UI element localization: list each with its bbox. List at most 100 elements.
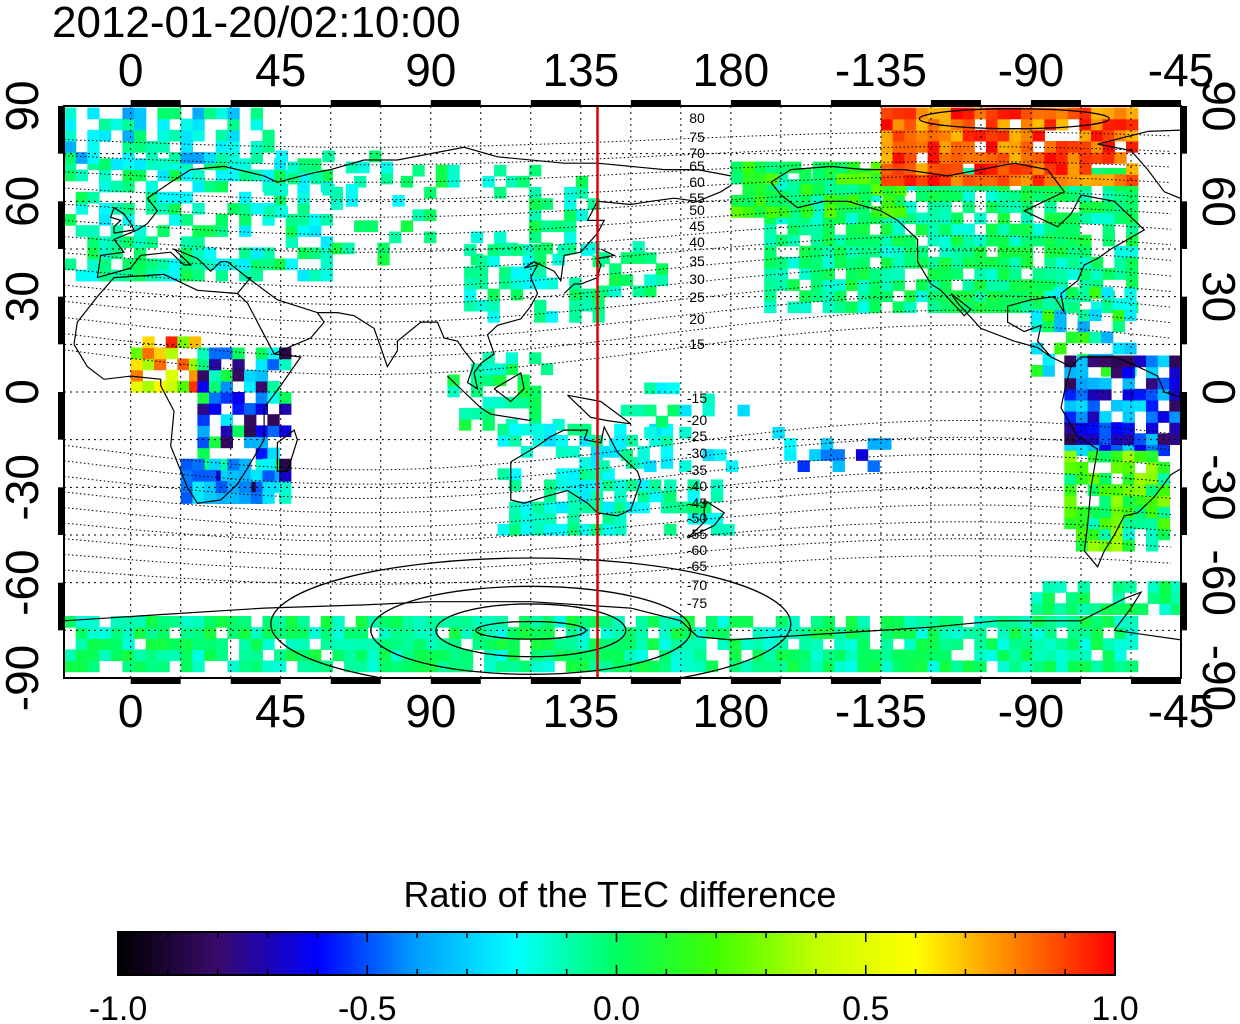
frame-tick [630, 100, 681, 106]
tec-cell [1021, 256, 1034, 269]
lon-tick-bottom: -45 [1148, 685, 1214, 737]
tec-cell [1032, 638, 1045, 650]
tec-cell [1054, 603, 1067, 615]
tec-cell [250, 169, 263, 182]
tec-cell [799, 627, 812, 639]
tec-cell [145, 258, 158, 271]
tec-cell [509, 512, 522, 525]
tec-cell [687, 490, 700, 503]
tec-cell [435, 164, 449, 177]
tec-cell [974, 649, 987, 662]
tec-cell [612, 627, 625, 639]
tec-cell [157, 129, 170, 142]
tec-cell [520, 512, 534, 525]
tec-cell [1021, 301, 1034, 314]
tec-cell [1122, 517, 1135, 530]
tec-cell [145, 627, 158, 639]
tec-cell [529, 352, 542, 364]
tec-cell [122, 118, 135, 131]
contour-label: 45 [689, 218, 705, 234]
tec-cell [1066, 287, 1079, 299]
tec-cell [705, 627, 719, 639]
tec-cell [997, 301, 1010, 314]
tec-cell [660, 423, 674, 436]
tec-cell [647, 638, 660, 650]
tec-cell [939, 256, 952, 269]
tec-cell [564, 187, 577, 199]
tec-cell [810, 212, 824, 225]
tec-cell [414, 627, 427, 639]
tec-cell [845, 245, 859, 258]
tec-cell [927, 212, 940, 225]
tec-cell [1021, 107, 1034, 120]
tec-cell [425, 638, 439, 650]
tec-cell [589, 638, 602, 650]
tec-cell [1181, 356, 1193, 368]
tec-cell [1146, 484, 1159, 496]
tec-cell [670, 616, 684, 628]
tec-cell [215, 107, 228, 120]
tec-cell [1102, 223, 1115, 236]
tec-cell [1067, 212, 1080, 225]
tec-cell [612, 638, 625, 650]
tec-cell [1076, 411, 1089, 423]
tec-cell [939, 163, 952, 175]
frame-tick [1181, 296, 1187, 345]
tec-cell [1091, 212, 1104, 225]
tec-cell [279, 458, 292, 471]
tec-cell [1157, 484, 1170, 496]
coastline [317, 184, 732, 391]
tec-cell [799, 268, 812, 280]
tec-cell [962, 174, 975, 186]
tec-cell [1021, 616, 1034, 628]
tec-cell [239, 202, 252, 215]
tec-cell [355, 638, 369, 650]
tec-cell [1122, 495, 1135, 507]
tec-cell [1102, 301, 1115, 314]
lon-tick-bottom: 90 [405, 685, 456, 737]
tec-cell [1031, 342, 1044, 355]
tec-cell [985, 223, 999, 236]
tec-cell [267, 358, 280, 371]
tec-cell [460, 649, 474, 662]
tec-cell [390, 649, 404, 662]
tec-cell [915, 118, 929, 131]
tec-cell [345, 161, 359, 174]
tec-cell [204, 627, 217, 639]
tec-cell [710, 512, 724, 525]
tec-cell [262, 129, 275, 142]
tec-cell [1044, 268, 1057, 280]
tec-cell [1032, 660, 1045, 673]
frame-tick [58, 201, 64, 249]
tec-cell [192, 458, 205, 471]
tec-cell [1159, 581, 1172, 593]
tec-cell [255, 447, 268, 460]
tec-cell [1087, 484, 1100, 496]
tec-cell [99, 649, 112, 662]
contour-label: 35 [689, 253, 705, 269]
tec-cell [1044, 279, 1057, 291]
lon-tick-top: 180 [692, 44, 769, 96]
tec-cell [649, 434, 662, 447]
tec-cell [204, 258, 217, 271]
tec-cell [1102, 201, 1115, 213]
axis-tick-labels: 0 45 90 135 180 -135 -90 -450 45 90 135 180 -135 -90-… [0, 44, 1240, 737]
tec-cell [414, 638, 427, 650]
tec-cell [239, 660, 252, 673]
tec-cell [482, 419, 495, 431]
tec-cell [730, 161, 744, 174]
tec-cell [464, 299, 477, 312]
tec-cell [1021, 163, 1034, 175]
tec-cell [822, 301, 835, 314]
tec-cell [1169, 422, 1181, 434]
tec-cell [517, 374, 530, 387]
tec-cell [1091, 201, 1104, 213]
tec-cell [130, 347, 143, 360]
tec-cell [1114, 107, 1127, 120]
tec-cell [1067, 256, 1080, 269]
tec-cell [660, 457, 674, 469]
tec-cell [1031, 309, 1044, 322]
tec-cell [332, 649, 345, 662]
tec-cell [204, 638, 217, 650]
tec-cell [180, 236, 193, 248]
